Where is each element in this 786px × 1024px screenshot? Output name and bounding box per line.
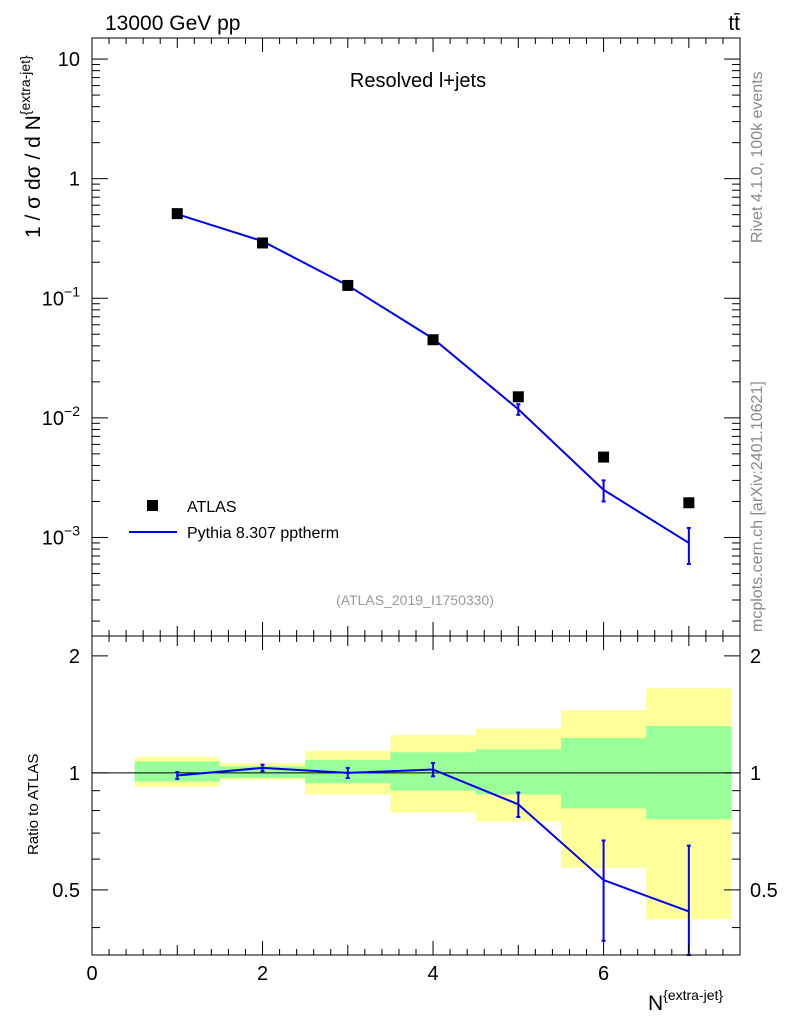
process-label: tt̄	[728, 12, 740, 35]
x-tick-label: 6	[598, 963, 609, 985]
main-y-tick-label: 10−3	[42, 522, 80, 549]
x-axis-label: N{extra-jet}	[648, 987, 723, 1015]
ratio-y-axis-label: Ratio to ATLAS	[25, 754, 42, 855]
ratio-y-tick-label-left: 2	[69, 646, 80, 668]
x-tick-label: 0	[86, 963, 97, 985]
pythia-line	[176, 213, 690, 544]
ratio-uncertainty-bands	[134, 688, 732, 920]
legend-pythia-label: Pythia 8.307 pptherm	[187, 525, 339, 542]
ratio-y-tick-label-left: 0.5	[52, 880, 80, 902]
atlas-data-point	[683, 497, 695, 509]
main-series	[171, 208, 695, 565]
rivet-label: Rivet 4.1.0, 100k events	[749, 71, 766, 243]
analysis-label: (ATLAS_2019_I1750330)	[336, 592, 494, 608]
ratio-y-tick-label-right: 2	[750, 646, 761, 668]
main-y-tick-label: 10−1	[42, 283, 80, 310]
main-frame	[91, 37, 741, 637]
x-tick-label: 2	[257, 963, 268, 985]
legend-atlas-label: ATLAS	[187, 499, 237, 516]
x-tick-label: 4	[427, 963, 438, 985]
main-y-tick-label: 10	[58, 49, 80, 71]
atlas-data-point	[598, 451, 610, 463]
main-y-axis-label: 1 / σ dσ / d N{extra-jet}	[17, 55, 45, 238]
axes	[91, 37, 741, 956]
atlas-data-point	[512, 391, 524, 403]
atlas-data-point	[257, 237, 269, 249]
ratio-y-tick-label-right: 1	[750, 763, 761, 785]
band-inner-5	[475, 749, 561, 795]
ratio-series	[175, 762, 691, 956]
atlas-data-point	[427, 334, 439, 346]
atlas-data-point	[171, 208, 183, 220]
tick-labels: 10−3 10−2 10−1 1 10 0.5 0.5 1 1 2 2 0 2 4 6	[42, 49, 778, 985]
atlas-data-point	[342, 279, 354, 291]
ratio-y-tick-label-left: 1	[69, 763, 80, 785]
main-y-tick-label: 1	[69, 169, 80, 191]
ratio-y-tick-label-right: 0.5	[750, 880, 778, 902]
energy-label: 13000 GeV pp	[105, 12, 240, 35]
source-label: mcplots.cern.ch [arXiv:2401.10621]	[749, 381, 766, 632]
main-y-tick-label: 10−2	[42, 403, 80, 430]
legend: ATLAS Pythia 8.307 pptherm	[129, 499, 339, 542]
plot-title: Resolved l+jets	[350, 70, 486, 92]
legend-atlas-marker	[147, 500, 158, 511]
